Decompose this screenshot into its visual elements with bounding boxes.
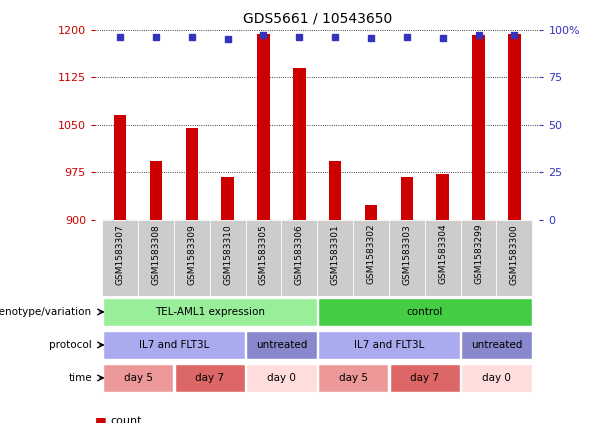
Text: IL7 and FLT3L: IL7 and FLT3L xyxy=(139,340,209,350)
Text: GSM1583308: GSM1583308 xyxy=(151,224,161,285)
FancyBboxPatch shape xyxy=(425,220,460,296)
Bar xyxy=(221,177,234,220)
FancyBboxPatch shape xyxy=(318,331,460,359)
Bar xyxy=(497,220,532,222)
FancyBboxPatch shape xyxy=(138,220,174,296)
FancyBboxPatch shape xyxy=(174,220,210,296)
Bar xyxy=(210,220,246,222)
Text: day 5: day 5 xyxy=(338,373,368,383)
Bar xyxy=(329,161,341,220)
FancyBboxPatch shape xyxy=(246,220,281,296)
FancyBboxPatch shape xyxy=(389,220,425,296)
Bar xyxy=(400,177,413,220)
Bar xyxy=(246,220,281,222)
Bar xyxy=(257,34,270,220)
Text: day 7: day 7 xyxy=(410,373,440,383)
Text: TEL-AML1 expression: TEL-AML1 expression xyxy=(154,307,265,317)
FancyBboxPatch shape xyxy=(462,364,531,392)
Text: control: control xyxy=(406,307,443,317)
Bar xyxy=(365,205,377,220)
Text: IL7 and FLT3L: IL7 and FLT3L xyxy=(354,340,424,350)
Text: day 0: day 0 xyxy=(267,373,296,383)
Text: untreated: untreated xyxy=(256,340,307,350)
Text: day 7: day 7 xyxy=(195,373,224,383)
FancyBboxPatch shape xyxy=(390,364,460,392)
Text: GSM1583300: GSM1583300 xyxy=(510,224,519,285)
Bar xyxy=(318,220,353,222)
Text: GSM1583305: GSM1583305 xyxy=(259,224,268,285)
Bar xyxy=(353,220,389,222)
Text: GSM1583301: GSM1583301 xyxy=(330,224,340,285)
Bar xyxy=(174,220,210,222)
Text: protocol: protocol xyxy=(49,340,92,350)
Text: GSM1583302: GSM1583302 xyxy=(367,224,376,284)
Text: GSM1583306: GSM1583306 xyxy=(295,224,304,285)
FancyBboxPatch shape xyxy=(103,331,245,359)
Bar xyxy=(389,220,425,222)
Text: untreated: untreated xyxy=(471,340,522,350)
Text: time: time xyxy=(68,373,92,383)
Text: GSM1583307: GSM1583307 xyxy=(116,224,124,285)
FancyBboxPatch shape xyxy=(246,364,316,392)
Bar xyxy=(293,68,305,220)
FancyBboxPatch shape xyxy=(318,298,531,326)
FancyBboxPatch shape xyxy=(318,220,353,296)
Bar xyxy=(472,35,485,220)
Text: GSM1583304: GSM1583304 xyxy=(438,224,447,284)
Bar xyxy=(425,220,460,222)
FancyBboxPatch shape xyxy=(103,364,173,392)
Bar xyxy=(138,220,174,222)
FancyBboxPatch shape xyxy=(460,220,497,296)
FancyBboxPatch shape xyxy=(281,220,318,296)
FancyBboxPatch shape xyxy=(497,220,532,296)
Bar xyxy=(436,174,449,220)
Title: GDS5661 / 10543650: GDS5661 / 10543650 xyxy=(243,12,392,26)
Bar xyxy=(460,220,497,222)
Bar xyxy=(186,128,198,220)
Text: day 0: day 0 xyxy=(482,373,511,383)
FancyBboxPatch shape xyxy=(210,220,246,296)
FancyBboxPatch shape xyxy=(462,331,531,359)
Bar xyxy=(114,115,126,220)
Bar xyxy=(150,161,162,220)
Text: count: count xyxy=(110,416,142,423)
Text: day 5: day 5 xyxy=(124,373,153,383)
FancyBboxPatch shape xyxy=(175,364,245,392)
Text: genotype/variation: genotype/variation xyxy=(0,307,92,317)
Bar xyxy=(508,34,520,220)
FancyBboxPatch shape xyxy=(103,298,316,326)
Text: GSM1583303: GSM1583303 xyxy=(402,224,411,285)
Bar xyxy=(281,220,318,222)
FancyBboxPatch shape xyxy=(102,220,138,296)
FancyBboxPatch shape xyxy=(318,364,388,392)
FancyBboxPatch shape xyxy=(353,220,389,296)
Text: GSM1583299: GSM1583299 xyxy=(474,224,483,284)
FancyBboxPatch shape xyxy=(246,331,316,359)
Text: GSM1583309: GSM1583309 xyxy=(188,224,196,285)
Text: ■: ■ xyxy=(95,415,107,423)
Bar xyxy=(102,220,138,222)
Text: GSM1583310: GSM1583310 xyxy=(223,224,232,285)
